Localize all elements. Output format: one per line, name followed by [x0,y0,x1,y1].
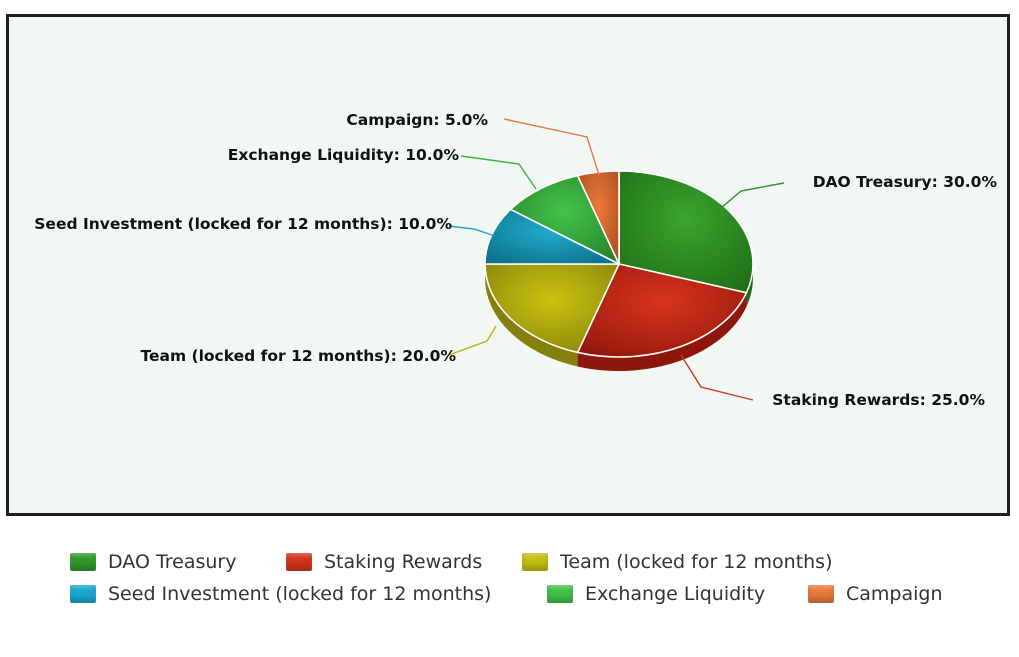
slice-label-dao-treasury: DAO Treasury: 30.0% [813,173,998,191]
chart-frame: DAO Treasury: 30.0% Staking Rewards: 25.0… [6,14,1010,516]
pie-slice-dao-treasury[interactable] [618,170,754,294]
legend-label-seed-investment: Seed Investment (locked for 12 months) [108,583,492,605]
leader-line-staking-rewards [680,354,754,401]
legend-swatch-staking-rewards [286,553,312,571]
legend-swatch-seed-investment [70,585,96,603]
slice-label-staking-rewards: Staking Rewards: 25.0% [772,391,985,409]
legend-label-staking-rewards: Staking Rewards [324,551,483,573]
pie-slice-team[interactable] [484,263,620,354]
legend-label-exchange-liquidity: Exchange Liquidity [585,583,766,605]
leader-line-campaign [503,118,600,176]
legend-swatch-team [522,553,548,571]
legend-label-dao-treasury: DAO Treasury [108,551,237,573]
slice-label-campaign: Campaign: 5.0% [346,111,488,129]
legend-label-campaign: Campaign [846,583,943,605]
pie-chart: DAO Treasury: 30.0% Staking Rewards: 25.0… [34,111,997,409]
pie-side-3 [485,264,578,367]
legend-item-campaign[interactable]: Campaign [808,582,943,606]
legend-item-dao-treasury[interactable]: DAO Treasury [70,550,237,574]
legend-item-seed-investment[interactable]: Seed Investment (locked for 12 months) [70,582,491,606]
leader-line-exchange-liquidity [460,155,537,190]
chart-legend: DAO Treasury Staking Rewards Team (locke… [70,546,1010,616]
slice-labels: DAO Treasury: 30.0% Staking Rewards: 25.0… [34,111,997,409]
pie-slice-staking-rewards[interactable] [576,263,748,358]
slice-label-seed-investment: Seed Investment (locked for 12 months): … [34,215,452,233]
legend-item-team[interactable]: Team (locked for 12 months) [522,550,833,574]
leader-line-seed-investment [448,225,496,237]
legend-swatch-campaign [808,585,834,603]
slice-label-exchange-liquidity: Exchange Liquidity: 10.0% [228,146,460,164]
slice-label-team: Team (locked for 12 months): 20.0% [140,347,456,365]
legend-swatch-exchange-liquidity [547,585,573,603]
pie-slices [484,170,754,358]
legend-item-staking-rewards[interactable]: Staking Rewards [286,550,482,574]
legend-label-team: Team (locked for 12 months) [560,551,833,573]
leader-line-dao-treasury [714,182,785,214]
pie-side-2 [577,292,747,371]
leader-line-team [448,325,497,356]
legend-item-exchange-liquidity[interactable]: Exchange Liquidity [547,582,765,606]
legend-swatch-dao-treasury [70,553,96,571]
pie-slice-exchange-liquidity[interactable] [509,174,620,265]
